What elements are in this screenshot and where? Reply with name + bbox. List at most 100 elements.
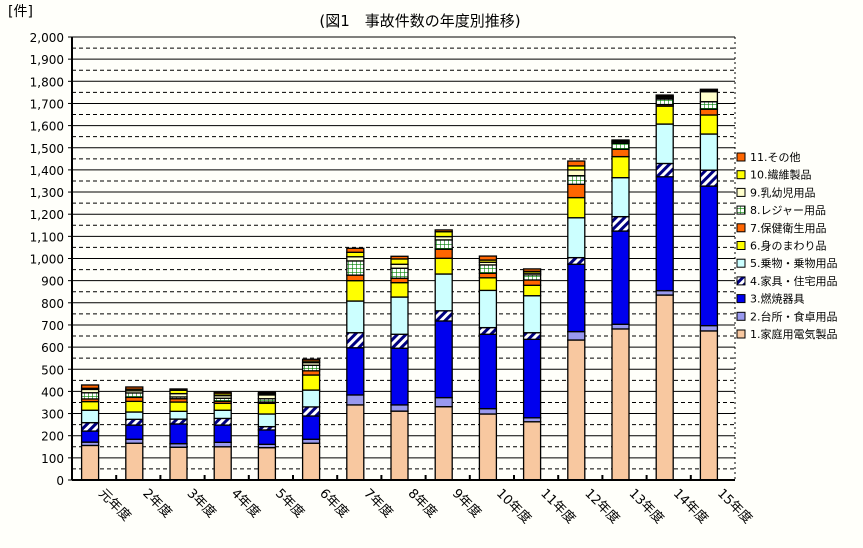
y-tick-label: 200 xyxy=(41,430,64,444)
bar-segment xyxy=(80,409,100,424)
legend-label: 2.台所・食卓用品 xyxy=(750,309,838,323)
bar-segment xyxy=(390,277,409,284)
bar-segment xyxy=(567,339,586,481)
bar-segment xyxy=(478,255,498,261)
bar-segment xyxy=(346,279,365,302)
x-tick-label: 9年度 xyxy=(449,486,485,522)
y-tick-label: 900 xyxy=(41,275,64,289)
bar-segment xyxy=(567,217,586,259)
bar-segment xyxy=(522,295,542,334)
legend-label: 10.繊維製品 xyxy=(750,168,812,182)
legend-item: 10.繊維製品 xyxy=(736,168,812,182)
bar-segment xyxy=(80,430,100,443)
x-tick-label: 元年度 xyxy=(95,486,134,525)
bar-segment xyxy=(567,256,586,265)
legend-swatch xyxy=(736,170,746,180)
y-unit-label: [件] xyxy=(8,4,33,20)
bar-segment xyxy=(80,444,100,481)
bar-segment xyxy=(522,421,542,481)
bar-segment xyxy=(125,442,144,481)
bar-segment xyxy=(655,98,674,106)
bar-segment xyxy=(80,384,100,389)
bar-segment xyxy=(301,374,321,391)
x-tick-label: 11年度 xyxy=(537,486,578,527)
bar-segment xyxy=(699,133,719,171)
bar-segment xyxy=(390,267,409,279)
bar-segment xyxy=(80,392,100,400)
bar-segment xyxy=(125,386,144,390)
bar-segment xyxy=(434,231,453,238)
bar-segment xyxy=(611,177,630,218)
y-tick-label: 1,500 xyxy=(30,142,64,156)
bar-segment xyxy=(655,123,674,165)
bar-segment xyxy=(434,320,453,399)
bar-segment xyxy=(257,391,277,395)
bar-segment xyxy=(478,264,498,274)
x-tick-label: 13年度 xyxy=(626,486,667,527)
bar-segment xyxy=(301,406,321,417)
bar-segment xyxy=(390,281,409,298)
bar-segment xyxy=(390,410,409,481)
bar-segment xyxy=(213,391,232,395)
bar-segment xyxy=(434,273,453,312)
legend-item: 3.燃焼器具 xyxy=(736,292,805,306)
x-tick-label: 15年度 xyxy=(714,486,755,527)
bar-segment xyxy=(301,358,321,362)
bar-segment xyxy=(301,389,321,408)
x-tick-label: 14年度 xyxy=(670,486,711,527)
bar-segment xyxy=(478,408,498,415)
bar-segment xyxy=(434,310,453,322)
bar-segment xyxy=(125,400,144,413)
legend-label: 6.身のまわり品 xyxy=(750,239,827,253)
bar-segment xyxy=(169,410,188,420)
bar-segment xyxy=(611,155,630,179)
bar-segment xyxy=(434,406,453,481)
y-tick-label: 800 xyxy=(41,297,64,311)
bar-segment xyxy=(213,417,232,426)
bar-segment xyxy=(213,402,232,411)
bar-segment xyxy=(699,330,719,481)
bar-segment xyxy=(169,423,188,445)
y-tick-label: 1,200 xyxy=(30,208,64,222)
bar-segment xyxy=(346,274,365,282)
bar-segment xyxy=(80,400,100,411)
x-tick-label: 12年度 xyxy=(581,486,622,527)
legend-swatch xyxy=(736,223,746,233)
bar-segment xyxy=(346,251,365,258)
bar-segment xyxy=(699,88,719,92)
bar-segment xyxy=(390,258,409,265)
bar-segment xyxy=(301,364,321,372)
bar-segment xyxy=(655,94,674,98)
legend-swatch xyxy=(736,294,746,304)
y-tick-label: 1,800 xyxy=(30,75,64,89)
bar-segment xyxy=(125,411,144,420)
bar-segment xyxy=(125,418,144,426)
bar-segment xyxy=(390,333,409,349)
bar-segment xyxy=(567,263,586,333)
y-tick-label: 2,000 xyxy=(30,31,64,45)
legend-label: 4.家具・住宅用品 xyxy=(750,274,838,288)
bar-segment xyxy=(169,418,188,425)
legend-item: 8.レジャー用品 xyxy=(736,204,826,217)
bar-segment xyxy=(522,268,542,272)
bar-segment xyxy=(522,332,542,340)
x-tick-label: 6年度 xyxy=(316,486,352,522)
bar-segment xyxy=(567,160,586,167)
x-tick-label: 3年度 xyxy=(184,486,220,522)
legend-item: 11.その他 xyxy=(736,151,801,164)
bar-segment xyxy=(611,139,630,142)
y-tick-label: 1,100 xyxy=(30,230,64,244)
x-tick-label: 5年度 xyxy=(272,486,308,522)
bar-segment xyxy=(213,446,232,481)
bar-segment xyxy=(346,404,365,481)
legend-label: 11.その他 xyxy=(750,151,801,164)
legend-swatch xyxy=(736,205,746,215)
bar-segment xyxy=(257,447,277,481)
bar-segment xyxy=(567,183,586,199)
bar-segment xyxy=(390,296,409,335)
bar-segment xyxy=(699,185,719,327)
bar-segment xyxy=(434,248,453,259)
bar-segment xyxy=(213,409,232,420)
